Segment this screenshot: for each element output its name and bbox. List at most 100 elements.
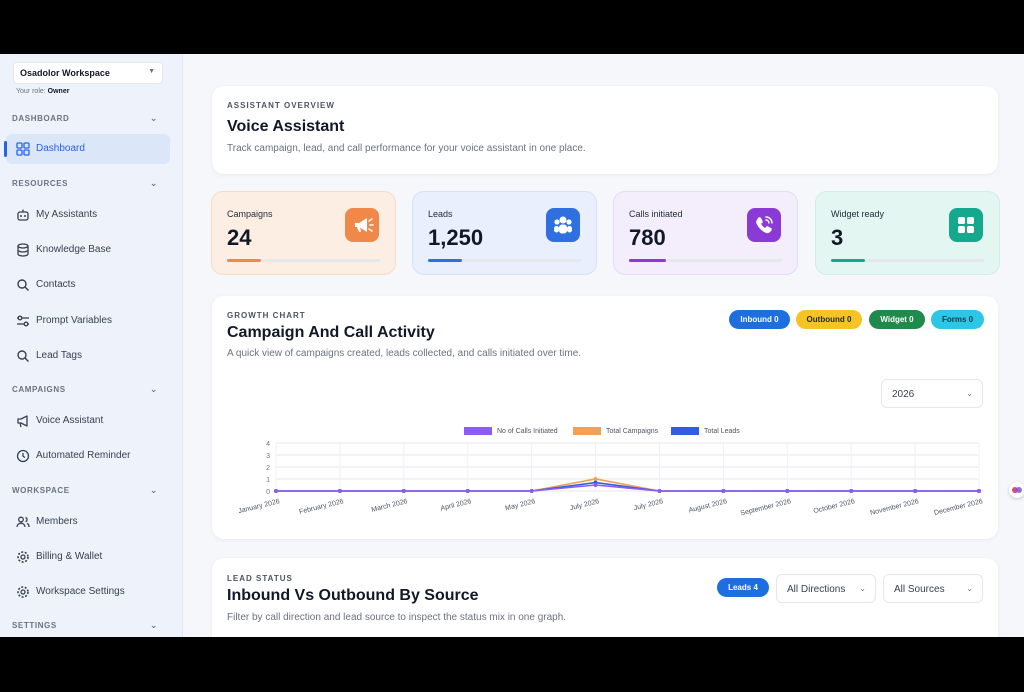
sidebar-item-label: Lead Tags [36,350,82,361]
megaphone-icon [17,415,28,428]
y-tick-label: 3 [266,453,270,460]
sidebar-item-label: Automated Reminder [36,450,131,461]
sidebar-item-members[interactable]: Members [6,507,170,537]
stat-card-campaigns[interactable]: Campaigns 24 [211,191,396,275]
sidebar-item-label: Knowledge Base [36,244,112,255]
sidebar-item-label: Billing & Wallet [36,551,103,562]
floating-widget-button[interactable] [1009,482,1024,498]
year-select[interactable]: 2026 ⌄ [881,379,983,408]
sidebar-item-billing-wallet[interactable]: Billing & Wallet [6,542,170,572]
chevron-down-icon: ⌄ [149,113,158,123]
x-tick-label: July 2026 [569,498,600,512]
search-icon [17,279,29,291]
sidebar-item-voice-assistant[interactable]: Voice Assistant [6,406,170,436]
x-tick-label: December 2026 [933,498,983,517]
gear-icon [17,586,29,598]
data-point [593,483,598,487]
stat-card-widget-ready[interactable]: Widget ready 3 [815,191,1000,275]
legend-label: Total Leads [704,427,740,435]
growth-chart-card: GROWTH CHART Campaign And Call Activity … [212,296,998,539]
stat-card-calls-initiated[interactable]: Calls initiated 780 [613,191,798,275]
role-value: Owner [47,88,70,95]
chevron-down-icon: ▼ [148,68,155,75]
sidebar-item-knowledge-base[interactable]: Knowledge Base [6,235,170,265]
page-title: Voice Assistant [227,118,345,135]
stat-progress-fill [629,259,666,262]
activity-line-chart: 0 1 2 3 4 January 2026 February 2026 March 2026… [238,441,984,517]
lead-status-title: Inbound Vs Outbound By Source [227,587,479,604]
stat-progress-track [227,259,380,262]
sidebar-item-automated-reminder[interactable]: Automated Reminder [6,441,170,471]
x-tick-label: November 2026 [870,498,920,517]
stat-label: Calls initiated [629,209,683,219]
leads-count-pill[interactable]: Leads 4 [717,578,769,597]
section-settings[interactable]: SETTINGS ⌄ [12,620,162,630]
page-subtitle: Track campaign, lead, and call performan… [227,143,586,154]
stat-value: 3 [831,225,844,250]
gear-icon [17,551,29,563]
phone-icon [747,208,781,242]
chevron-down-icon: ⌄ [966,584,973,593]
section-label: CAMPAIGNS [12,385,66,394]
workspace-selector[interactable]: Osadolor Workspace ▼ [13,62,163,84]
legend-swatch [464,427,492,435]
series-line [276,484,979,492]
section-label: RESOURCES [12,179,69,188]
legend-leads[interactable]: Total Leads [671,427,740,435]
stat-label: Leads [428,209,453,219]
data-point [977,489,981,493]
clock-icon [16,449,30,463]
x-tick-label: March 2026 [371,498,409,514]
data-point [529,489,534,493]
stat-value: 1,250 [428,225,484,250]
legend-calls[interactable]: No of Calls Initiated [464,427,558,435]
stat-progress-fill [831,259,865,262]
sidebar-item-label: Contacts [36,279,76,290]
sidebar-item-lead-tags[interactable]: Lead Tags [6,341,170,371]
source-select[interactable]: All Sources ⌄ [883,574,983,603]
overview-card: ASSISTANT OVERVIEW Voice Assistant Track… [212,86,998,174]
data-point [337,489,342,493]
stat-value: 780 [629,225,666,250]
data-point [721,489,726,493]
overview-eyebrow: ASSISTANT OVERVIEW [227,101,335,110]
chevron-down-icon: ⌄ [149,485,158,495]
section-workspace[interactable]: WORKSPACE ⌄ [12,485,162,495]
section-resources[interactable]: RESOURCES ⌄ [12,178,162,188]
sidebar-item-my-assistants[interactable]: My Assistants [6,200,170,230]
data-point [913,489,918,493]
direction-select[interactable]: All Directions ⌄ [776,574,876,603]
section-dashboard[interactable]: DASHBOARD ⌄ [12,113,162,123]
section-campaigns[interactable]: CAMPAIGNS ⌄ [12,384,162,394]
legend-label: Total Campaigns [606,427,659,435]
forms-pill[interactable]: Forms 0 [931,310,984,329]
sidebar-item-workspace-settings[interactable]: Workspace Settings [6,577,170,607]
sidebar-item-prompt-variables[interactable]: Prompt Variables [6,306,170,336]
sidebar-item-dashboard[interactable]: Dashboard [4,134,170,164]
growth-subtitle: A quick view of campaigns created, leads… [227,348,582,359]
x-tick-label: October 2026 [813,498,856,515]
stat-progress-track [831,259,984,262]
sidebar-item-label: Members [36,516,78,527]
workspace-name: Osadolor Workspace [20,68,110,78]
direction-value: All Directions [787,584,846,595]
legend-swatch [671,427,699,435]
widget-pill[interactable]: Widget 0 [869,310,925,329]
growth-title: Campaign And Call Activity [227,324,435,341]
section-label: WORKSPACE [12,486,70,495]
legend-campaigns[interactable]: Total Campaigns [573,427,658,435]
stat-card-leads[interactable]: Leads 1,250 [412,191,597,275]
legend-label: No of Calls Initiated [497,427,558,435]
x-tick-label: January 2026 [238,498,281,515]
outbound-pill[interactable]: Outbound 0 [796,310,862,329]
sidebar: Osadolor Workspace ▼ Your role: Owner DA… [0,54,183,637]
y-tick-label: 4 [266,441,270,448]
x-tick-label: April 2026 [440,498,472,512]
x-tick-label: February 2026 [299,498,345,516]
y-tick-label: 2 [266,465,270,472]
inbound-pill[interactable]: Inbound 0 [729,310,790,329]
sidebar-item-contacts[interactable]: Contacts [6,270,170,300]
stat-progress-fill [428,259,462,262]
sidebar-item-label: Workspace Settings [36,586,125,597]
sliders-icon [17,315,29,327]
